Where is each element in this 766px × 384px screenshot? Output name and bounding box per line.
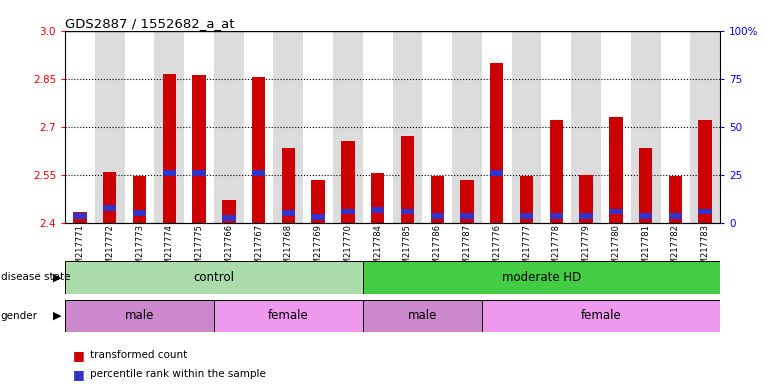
Text: ■: ■: [73, 349, 84, 362]
Bar: [363, 261, 720, 294]
Text: male: male: [125, 310, 154, 322]
Bar: [392, 31, 422, 223]
Bar: [371, 173, 385, 223]
Bar: [341, 141, 355, 223]
Bar: [65, 261, 363, 294]
Bar: [192, 170, 206, 176]
Bar: [244, 31, 273, 223]
Bar: [422, 31, 452, 223]
Bar: [401, 136, 414, 223]
Bar: [192, 75, 206, 223]
Bar: [65, 31, 95, 223]
Bar: [609, 117, 623, 223]
Text: gender: gender: [1, 311, 38, 321]
Bar: [579, 175, 593, 223]
Bar: [579, 214, 593, 219]
Text: female: female: [581, 310, 621, 322]
Bar: [430, 214, 444, 219]
Bar: [252, 170, 265, 176]
Bar: [65, 300, 214, 332]
Bar: [341, 209, 355, 214]
Text: ▶: ▶: [53, 272, 61, 283]
Bar: [133, 210, 146, 216]
Text: male: male: [408, 310, 437, 322]
Text: female: female: [268, 310, 309, 322]
Bar: [571, 31, 601, 223]
Bar: [282, 147, 295, 223]
Text: disease state: disease state: [1, 272, 70, 283]
Bar: [282, 210, 295, 216]
Bar: [103, 205, 116, 211]
Bar: [214, 300, 363, 332]
Bar: [609, 209, 623, 214]
Bar: [273, 31, 303, 223]
Bar: [520, 176, 533, 223]
Text: GDS2887 / 1552682_a_at: GDS2887 / 1552682_a_at: [65, 17, 234, 30]
Bar: [103, 172, 116, 223]
Bar: [482, 31, 512, 223]
Bar: [669, 176, 682, 223]
Bar: [482, 300, 720, 332]
Bar: [162, 74, 176, 223]
Bar: [184, 31, 214, 223]
Bar: [639, 147, 653, 223]
Bar: [222, 200, 235, 223]
Text: transformed count: transformed count: [90, 350, 187, 360]
Bar: [371, 207, 385, 213]
Bar: [699, 209, 712, 214]
Bar: [690, 31, 720, 223]
Bar: [550, 214, 563, 219]
Bar: [490, 170, 503, 176]
Bar: [133, 176, 146, 223]
Bar: [95, 31, 125, 223]
Text: ▶: ▶: [53, 311, 61, 321]
Bar: [363, 300, 482, 332]
Bar: [542, 31, 571, 223]
Bar: [252, 77, 265, 223]
Bar: [155, 31, 184, 223]
Bar: [512, 31, 542, 223]
Bar: [214, 31, 244, 223]
Bar: [460, 179, 473, 223]
Bar: [401, 209, 414, 214]
Bar: [363, 31, 392, 223]
Bar: [460, 214, 473, 219]
Bar: [74, 212, 87, 223]
Bar: [660, 31, 690, 223]
Bar: [430, 176, 444, 223]
Bar: [699, 120, 712, 223]
Bar: [162, 170, 176, 176]
Bar: [303, 31, 333, 223]
Text: percentile rank within the sample: percentile rank within the sample: [90, 369, 266, 379]
Bar: [630, 31, 660, 223]
Bar: [74, 214, 87, 219]
Bar: [550, 120, 563, 223]
Bar: [639, 214, 653, 219]
Bar: [520, 214, 533, 219]
Bar: [312, 214, 325, 220]
Bar: [125, 31, 155, 223]
Text: ■: ■: [73, 368, 84, 381]
Text: moderate HD: moderate HD: [502, 271, 581, 284]
Bar: [333, 31, 363, 223]
Bar: [452, 31, 482, 223]
Bar: [601, 31, 630, 223]
Bar: [669, 214, 682, 219]
Bar: [312, 179, 325, 223]
Bar: [490, 63, 503, 223]
Text: control: control: [194, 271, 234, 284]
Bar: [222, 215, 235, 221]
